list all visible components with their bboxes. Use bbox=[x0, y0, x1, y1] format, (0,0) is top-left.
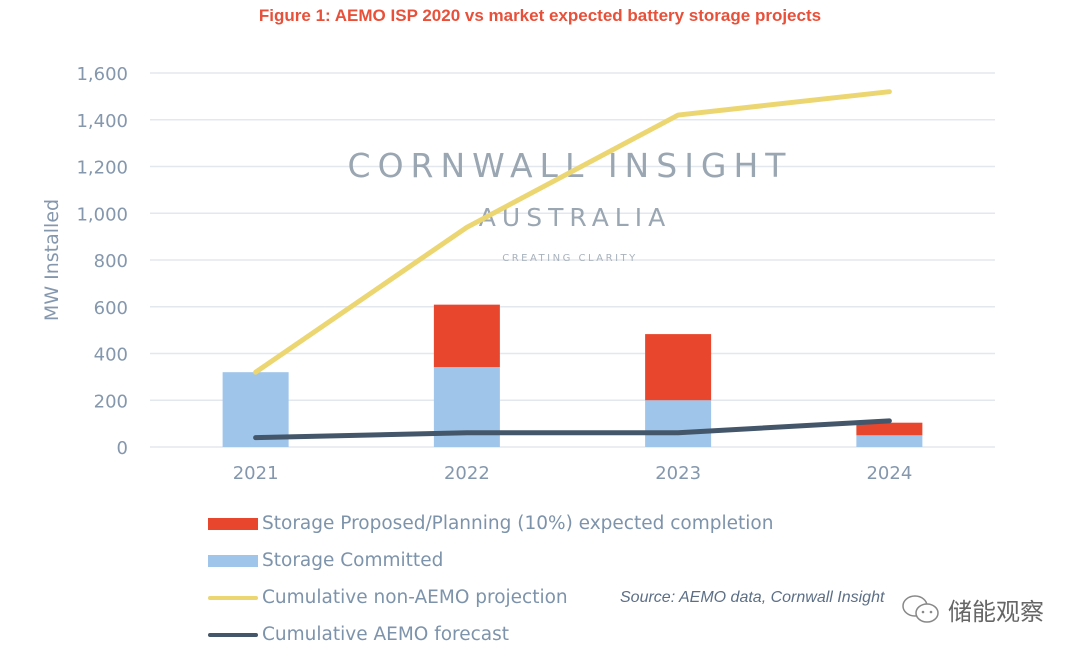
line-non-aemo-projection bbox=[253, 89, 892, 375]
watermark: CORNWALL INSIGHT AUSTRALIA CREATING CLAR… bbox=[348, 146, 793, 264]
legend: Storage Proposed/Planning (10%) expected… bbox=[208, 505, 773, 653]
y-tick-label: 1,200 bbox=[76, 158, 128, 179]
watermark-line2: AUSTRALIA bbox=[479, 203, 671, 232]
legend-swatch-committed bbox=[208, 554, 258, 567]
x-tick-label: 2022 bbox=[444, 463, 490, 484]
legend-swatch-proposed bbox=[208, 517, 258, 530]
y-tick-label: 1,000 bbox=[76, 204, 128, 225]
legend-item-non-aemo: Cumulative non-AEMO projection bbox=[208, 579, 773, 616]
legend-item-proposed: Storage Proposed/Planning (10%) expected… bbox=[208, 505, 773, 542]
chart-area: 0 200 400 600 800 1,000 1,200 1,400 1,600 MW Ins… bbox=[41, 64, 995, 484]
line-aemo-forecast bbox=[253, 418, 892, 441]
legend-item-aemo: Cumulative AEMO forecast bbox=[208, 616, 773, 653]
wechat-watermark: 储能观察 bbox=[900, 592, 1044, 627]
y-tick-label: 800 bbox=[94, 251, 128, 272]
bar-committed-2021 bbox=[222, 372, 289, 447]
source-note: Source: AEMO data, Cornwall Insight bbox=[620, 589, 885, 606]
legend-swatch-non-aemo bbox=[208, 595, 258, 600]
legend-label: Storage Committed bbox=[262, 550, 444, 571]
y-tick-label: 200 bbox=[94, 391, 128, 412]
bar-proposed-2022 bbox=[433, 304, 500, 368]
y-axis-ticks: 0 200 400 600 800 1,000 1,200 1,400 1,600 bbox=[76, 64, 128, 459]
legend-label: Cumulative AEMO forecast bbox=[262, 624, 510, 645]
y-tick-label: 1,400 bbox=[76, 111, 128, 132]
x-tick-label: 2021 bbox=[233, 463, 279, 484]
legend-label: Cumulative non-AEMO projection bbox=[262, 587, 568, 608]
bar-committed-2023 bbox=[645, 400, 712, 447]
y-tick-label: 600 bbox=[94, 298, 128, 319]
legend-swatch-aemo bbox=[208, 632, 258, 637]
chart-title: Figure 1: AEMO ISP 2020 vs market expect… bbox=[258, 6, 822, 25]
x-tick-label: 2023 bbox=[655, 463, 701, 484]
y-tick-label: 0 bbox=[117, 438, 128, 459]
x-axis-ticks: 2021 2022 2023 2024 bbox=[233, 463, 913, 484]
y-tick-label: 1,600 bbox=[76, 64, 128, 85]
legend-label: Storage Proposed/Planning (10%) expected… bbox=[262, 513, 774, 534]
y-axis-label: MW Installed bbox=[41, 199, 63, 321]
wechat-icon bbox=[902, 594, 939, 623]
x-tick-label: 2024 bbox=[866, 463, 912, 484]
y-tick-label: 400 bbox=[94, 345, 128, 366]
lines bbox=[253, 89, 892, 441]
bar-committed-2024 bbox=[856, 435, 923, 447]
watermark-line1: CORNWALL INSIGHT bbox=[348, 146, 793, 185]
gridlines bbox=[150, 72, 995, 448]
wechat-account-name: 储能观察 bbox=[948, 598, 1044, 626]
bar-proposed-2024 bbox=[856, 422, 923, 436]
bar-proposed-2023 bbox=[645, 334, 712, 401]
watermark-line3: CREATING CLARITY bbox=[502, 253, 638, 264]
legend-item-committed: Storage Committed bbox=[208, 542, 773, 579]
